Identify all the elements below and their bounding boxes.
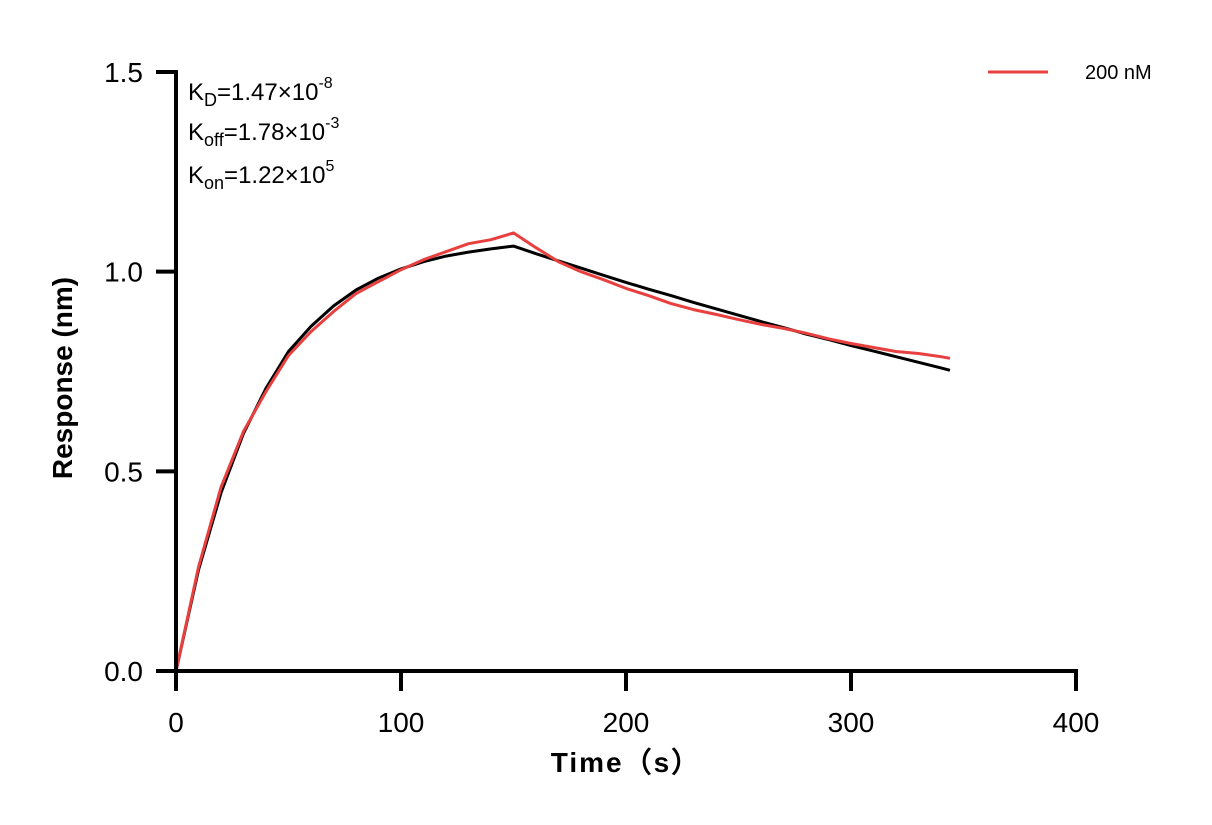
y-tick-label: 1.0 [104,257,143,288]
x-axis-label: Time（s） [551,746,701,778]
x-tick-label: 300 [828,707,875,738]
x-tick-label: 0 [168,707,184,738]
x-tick-label: 400 [1053,707,1100,738]
y-tick-label: 0.0 [104,656,143,687]
annotation-kd: KD=1.47×10-8 [188,75,333,110]
annotation-kon: Kon=1.22×105 [188,158,334,193]
y-axis-label: Response (nm) [47,277,78,479]
annotation-koff: Koff=1.78×10-3 [188,115,339,150]
y-tick-label: 0.5 [104,456,143,487]
series-line-200nm [174,231,951,672]
legend-label-200nm: 200 nM [1085,62,1152,84]
legend: 200 nM [988,62,1152,84]
x-tick-label: 100 [378,707,425,738]
x-tick-label: 200 [603,707,650,738]
y-tick-label: 1.5 [104,57,143,88]
series-line-fit [174,244,951,672]
series-layer [174,231,951,672]
ticks-layer: 0 100 200 300 400 0.0 0.5 1.0 1.5 [104,57,1099,738]
